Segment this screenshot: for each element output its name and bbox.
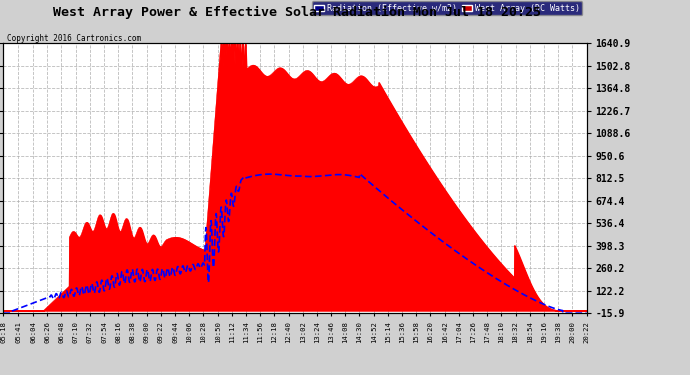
Text: Copyright 2016 Cartronics.com: Copyright 2016 Cartronics.com — [7, 34, 141, 43]
Legend: Radiation (Effective w/m2), West Array (DC Watts): Radiation (Effective w/m2), West Array (… — [311, 2, 582, 15]
Text: West Array Power & Effective Solar Radiation Mon Jul 18 20:25: West Array Power & Effective Solar Radia… — [52, 6, 541, 19]
